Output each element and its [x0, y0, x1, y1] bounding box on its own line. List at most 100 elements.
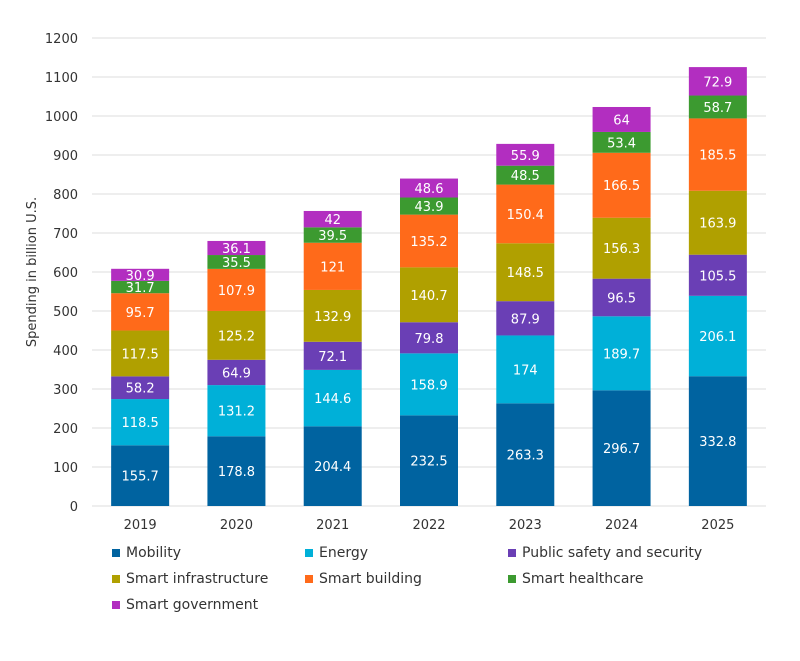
- data-label: 185.5: [699, 149, 736, 164]
- legend-swatch: [112, 575, 120, 583]
- data-label: 118.5: [122, 416, 159, 431]
- bar-segment: [496, 403, 555, 506]
- bar-segment: [496, 165, 555, 185]
- data-label: 43.9: [415, 200, 444, 215]
- data-label: 121: [320, 260, 345, 275]
- data-label: 232.5: [410, 455, 447, 470]
- legend-swatch: [305, 549, 313, 557]
- data-label: 39.5: [318, 229, 347, 244]
- data-label: 53.4: [607, 136, 636, 151]
- bar-segment: [207, 385, 266, 437]
- bar-segment: [303, 242, 362, 290]
- data-label: 131.2: [218, 405, 255, 420]
- bar-segment: [400, 267, 458, 323]
- data-label: 206.1: [699, 330, 736, 345]
- bar-segment: [111, 293, 170, 331]
- bar-segment: [303, 426, 362, 506]
- data-label: 42: [324, 213, 341, 228]
- legend-item: Mobility: [112, 545, 181, 561]
- y-tick-label: 800: [53, 188, 78, 203]
- data-label: 48.6: [415, 182, 444, 197]
- legend-item: Smart government: [112, 597, 258, 613]
- stacked-bar-chart: 0 100 200 300 400 500 600 700 800 900 1000 1100 1200…: [25, 32, 766, 533]
- legend-swatch: [508, 549, 516, 557]
- y-tick-label: 700: [53, 227, 78, 242]
- data-label: 117.5: [122, 347, 159, 362]
- bar-segment: [111, 330, 170, 377]
- data-label: 204.4: [314, 460, 351, 475]
- bar-segment: [400, 214, 458, 268]
- y-tick-label: 200: [53, 422, 78, 437]
- data-label: 178.8: [218, 465, 255, 480]
- bar-segment: [111, 399, 170, 446]
- data-label: 189.7: [603, 347, 640, 362]
- legend-label: Smart government: [126, 597, 259, 613]
- y-tick-label: 900: [53, 149, 78, 164]
- bar-segment: [303, 341, 362, 370]
- data-label: 156.3: [603, 242, 640, 257]
- legend-item: Smart building: [305, 571, 422, 587]
- legend-swatch: [305, 575, 313, 583]
- data-label: 158.9: [410, 378, 447, 393]
- bars: 155.7 118.5 58.2 117.5 95.7 31.730.9 178.8 131.…: [111, 67, 747, 506]
- data-label: 48.5: [511, 169, 540, 184]
- data-label: 150.4: [507, 208, 544, 223]
- bar-segment: [688, 376, 747, 506]
- data-label: 64.9: [222, 366, 251, 381]
- bar-segment: [400, 178, 458, 198]
- bar-segment: [207, 310, 266, 360]
- legend-label: Smart building: [319, 571, 422, 587]
- data-label: 31.7: [126, 281, 155, 296]
- data-label: 174: [513, 363, 538, 378]
- legend-item: Smart healthcare: [508, 571, 643, 587]
- bar-segment: [303, 369, 362, 427]
- x-tick-label: 2023: [509, 518, 542, 533]
- bar-segment: [303, 227, 362, 243]
- data-label: 36.1: [222, 242, 251, 257]
- y-axis-ticks: 0 100 200 300 400 500 600 700 800 900 1000 1100 1200: [45, 32, 78, 515]
- legend-swatch: [508, 575, 516, 583]
- y-axis-label: Spending in billion U.S.: [25, 197, 40, 347]
- data-label: 30.9: [126, 269, 155, 284]
- data-label: 72.1: [318, 350, 347, 365]
- bar-segment: [688, 254, 747, 296]
- legend-label: Mobility: [126, 545, 181, 561]
- data-label: 132.9: [314, 310, 351, 325]
- bar-segment: [207, 240, 266, 256]
- bar-segment: [592, 152, 651, 218]
- data-label: 263.3: [507, 449, 544, 464]
- data-label: 58.7: [703, 101, 732, 116]
- data-label: 64: [613, 113, 630, 128]
- x-tick-label: 2024: [605, 518, 638, 533]
- bar-segment: [688, 67, 747, 96]
- bar-segment: [592, 106, 651, 132]
- bar-segment: [592, 390, 651, 506]
- legend-label: Smart healthcare: [522, 571, 644, 587]
- bar-segment: [592, 131, 651, 153]
- data-label: 58.2: [126, 382, 155, 397]
- bar-segment: [400, 197, 458, 215]
- data-label: 332.8: [699, 435, 736, 450]
- y-tick-label: 1100: [45, 71, 78, 86]
- legend-label: Public safety and security: [522, 545, 703, 561]
- legend-item: Public safety and security: [508, 545, 702, 561]
- data-label: 105.5: [699, 269, 736, 284]
- bar-segment: [496, 335, 555, 404]
- data-label: 95.7: [126, 306, 155, 321]
- bar-segment: [688, 95, 747, 119]
- bar-segment: [592, 278, 651, 317]
- x-tick-label: 2020: [220, 518, 253, 533]
- x-tick-label: 2022: [412, 518, 445, 533]
- y-tick-label: 100: [53, 461, 78, 476]
- bar-segment: [496, 184, 555, 244]
- x-tick-label: 2019: [124, 518, 157, 533]
- x-axis-ticks: 2019 2020 2021 2022 2023 2024 2025: [124, 518, 735, 533]
- bar-segment: [592, 316, 651, 391]
- legend-label: Energy: [319, 545, 369, 561]
- x-tick-label: 2025: [701, 518, 734, 533]
- legend-item: Smart infrastructure: [112, 571, 268, 587]
- data-label: 163.9: [699, 217, 736, 232]
- bar-segment: [111, 445, 170, 506]
- data-label: 166.5: [603, 179, 640, 194]
- bar-segment: [207, 436, 266, 506]
